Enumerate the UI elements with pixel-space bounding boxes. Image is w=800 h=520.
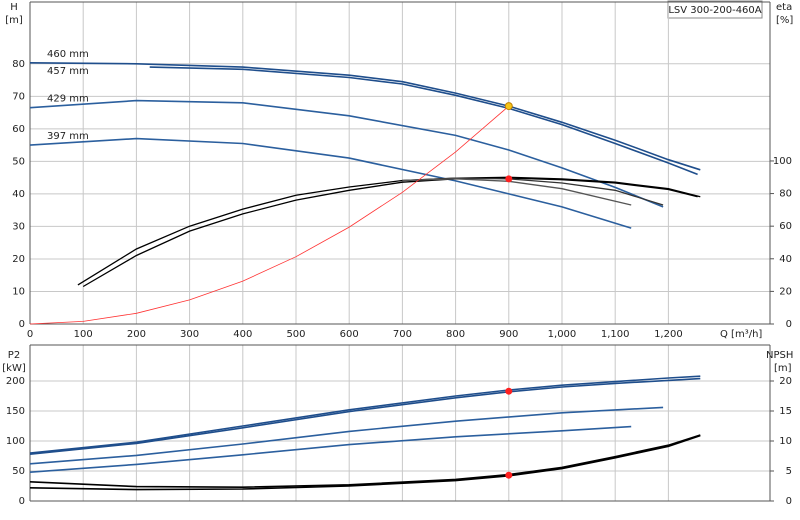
y-tick-label: 10 — [12, 286, 25, 297]
duty-point — [504, 102, 513, 111]
y-tick-label: 30 — [12, 221, 25, 232]
y-tick-label: 60 — [12, 124, 25, 135]
x-tick-label: 200 — [127, 329, 146, 340]
curve — [29, 137, 632, 229]
x-tick-label: 700 — [393, 329, 412, 340]
x-tick-label: 1,100 — [601, 329, 630, 340]
x-tick-label: 400 — [233, 329, 252, 340]
y-label: H — [10, 2, 18, 13]
x-tick-label: 1,000 — [548, 329, 577, 340]
curve — [29, 406, 664, 465]
y-tick-label: 200 — [6, 376, 25, 387]
y-unit: [m] — [5, 15, 23, 26]
curve — [29, 434, 701, 491]
y2-tick-label: 20 — [779, 286, 792, 297]
y-tick-label: 50 — [12, 156, 25, 167]
y2-tick-label: 5 — [786, 466, 792, 477]
y2-tick-label: 80 — [779, 189, 792, 200]
y-tick-label: 70 — [12, 91, 25, 102]
y2-unit: [%] — [776, 15, 793, 26]
curve-label: 429 mm — [47, 94, 89, 105]
curve-label: 460 mm — [47, 49, 89, 60]
y-tick-label: 50 — [12, 466, 25, 477]
y-tick-label: 80 — [12, 59, 25, 70]
y2-tick-label: 20 — [779, 376, 792, 387]
curve — [29, 434, 701, 489]
y-tick-label: 20 — [12, 254, 25, 265]
y2-tick-label: 100 — [773, 156, 792, 167]
chart-title: LSV 300-200-460A — [668, 5, 761, 16]
y2-unit: [m] — [774, 363, 792, 374]
y-tick-label: 0 — [19, 319, 25, 330]
curve — [402, 177, 664, 206]
x-tick-label: 300 — [180, 329, 199, 340]
curve — [29, 105, 510, 325]
curve — [149, 66, 698, 176]
y2-tick-label: 15 — [779, 406, 792, 417]
duty-point — [505, 175, 513, 183]
x-label: Q [m³/h] — [720, 329, 762, 340]
y-tick-label: 0 — [19, 496, 25, 507]
y-unit: [kW] — [2, 363, 26, 374]
x-tick-label: 1,200 — [654, 329, 683, 340]
curve-label: 397 mm — [47, 131, 89, 142]
y2-tick-label: 0 — [786, 496, 792, 507]
y2-label: eta — [776, 2, 792, 13]
curve-label: 457 mm — [47, 66, 89, 77]
y2-tick-label: 40 — [779, 254, 792, 265]
x-tick-label: 100 — [74, 329, 93, 340]
y2-label: NPSH — [766, 350, 793, 361]
x-tick-label: 0 — [27, 329, 33, 340]
y2-tick-label: 10 — [779, 436, 792, 447]
curve — [82, 177, 698, 288]
y2-tick-label: 60 — [779, 221, 792, 232]
duty-point — [505, 471, 513, 479]
x-tick-label: 800 — [446, 329, 465, 340]
x-tick-label: 600 — [340, 329, 359, 340]
curve — [29, 377, 701, 455]
x-tick-label: 500 — [286, 329, 305, 340]
y2-tick-label: 0 — [786, 319, 792, 330]
curve — [29, 62, 701, 171]
y-tick-label: 100 — [6, 436, 25, 447]
curve — [29, 375, 701, 454]
y-tick-label: 40 — [12, 189, 25, 200]
y-tick-label: 150 — [6, 406, 25, 417]
x-tick-label: 900 — [499, 329, 518, 340]
y-label: P2 — [8, 350, 20, 361]
duty-point — [505, 387, 513, 395]
curve — [29, 425, 632, 473]
